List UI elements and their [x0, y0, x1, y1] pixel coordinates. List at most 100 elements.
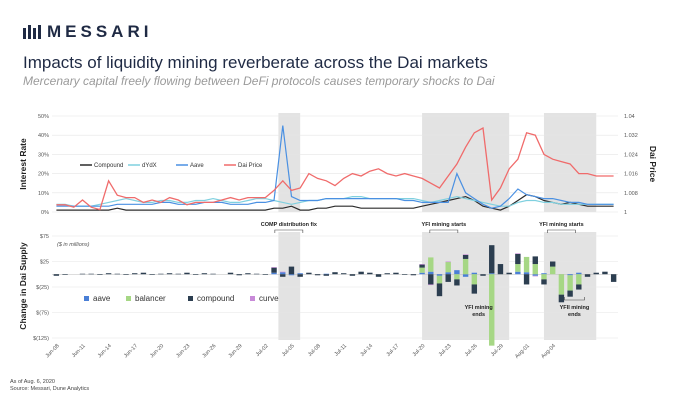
bar-compound: [53, 274, 60, 276]
footnote-source: Source: Messari, Dune Analytics: [10, 386, 90, 392]
legend-swatch-balancer: [126, 296, 131, 301]
shaded-period-bottom-0: [278, 232, 301, 340]
bar-compound: [367, 272, 373, 275]
annotation-label: YFII mining: [560, 305, 590, 311]
footnote-date: As of Aug. 6, 2020: [10, 379, 55, 385]
bar-compound: [471, 284, 478, 294]
bar-compound: [506, 272, 512, 275]
bar-compound: [454, 279, 460, 286]
bar-compound: [123, 274, 129, 275]
annotation-label: ends: [472, 312, 485, 318]
bar-aave: [462, 274, 469, 277]
annotation-label: YFI mining starts: [539, 222, 584, 228]
bar-compound: [105, 273, 112, 275]
bottom-tick-label: $75: [40, 234, 49, 240]
chart-title: Impacts of liquidity mining reverberate …: [23, 53, 488, 72]
bar-compound: [610, 274, 617, 282]
bar-compound: [132, 273, 138, 275]
bar-compound: [192, 274, 199, 275]
bar-balancer: [462, 258, 469, 275]
annotation-bracket: [547, 229, 576, 233]
bar-aave: [489, 273, 495, 275]
legend-label-compound: Compound: [94, 163, 123, 169]
bar-compound: [158, 273, 164, 275]
top-left-tick-label: 30%: [38, 152, 49, 158]
x-tick-label: Jul-05: [281, 343, 296, 358]
top-left-tick-label: 10%: [38, 191, 49, 197]
top-right-tick-label: 1.024: [624, 152, 638, 158]
legend-label-dai-price: Dai Price: [238, 163, 263, 169]
series-line-aave: [56, 125, 614, 209]
top-left-tick-label: 50%: [38, 114, 49, 120]
bar-compound: [445, 274, 451, 282]
bar-aave: [541, 273, 547, 275]
annotation-label: ends: [568, 312, 581, 318]
bar-compound: [271, 267, 277, 273]
bar-compound: [375, 274, 382, 277]
bottom-tick-label: $25: [40, 260, 49, 266]
annotation-bracket: [274, 229, 304, 233]
bottom-y-axis-title: Change in Dai Supply: [18, 242, 28, 330]
bar-balancer: [515, 264, 521, 272]
bar-aave: [532, 274, 538, 276]
top-y-axis-title: Interest Rate: [18, 138, 28, 190]
bar-curve: [532, 275, 538, 277]
legend-swatch-aave: [84, 296, 89, 301]
bar-compound: [349, 274, 356, 276]
bottom-tick-label: $(125): [33, 336, 49, 342]
bar-balancer: [532, 264, 538, 275]
footnote: As of Aug. 6, 2020 Source: Messari, Dune…: [10, 379, 89, 393]
bar-curve: [280, 271, 286, 273]
bar-balancer: [419, 267, 425, 273]
x-tick-label: Jun-29: [227, 343, 243, 359]
messari-logo-icon: [23, 25, 41, 39]
bar-aave: [523, 272, 530, 275]
bar-compound: [401, 274, 408, 275]
chart-subtitle: Mercenary capital freely flowing between…: [23, 74, 495, 88]
x-tick-label: Jun-17: [123, 343, 139, 359]
bar-balancer: [558, 274, 565, 295]
bar-compound: [140, 272, 147, 275]
bar-compound: [245, 273, 251, 275]
x-tick-label: Jul-11: [334, 343, 349, 358]
annotation-bracket: [564, 297, 585, 301]
bar-compound: [549, 261, 556, 267]
bar-compound: [497, 264, 504, 275]
legend-label-aave: aave: [93, 294, 111, 303]
bar-compound: [341, 273, 347, 275]
bar-compound: [593, 272, 599, 275]
bar-curve: [515, 253, 521, 254]
x-tick-label: Jun-26: [201, 343, 217, 359]
annotation-label: YFI mining starts: [422, 222, 467, 228]
bottom-tick-label: $(25): [36, 285, 49, 291]
bar-compound: [288, 266, 295, 275]
bar-compound: [576, 284, 582, 290]
bar-compound: [541, 279, 547, 285]
bar-compound: [480, 274, 486, 276]
bar-aave: [288, 274, 295, 276]
bar-compound: [166, 273, 173, 275]
top-left-tick-label: 0%: [41, 210, 49, 216]
bar-curve: [445, 261, 451, 263]
top-right-tick-label: 1.032: [624, 133, 638, 139]
legend-swatch-compound: [188, 296, 193, 301]
bar-aave: [271, 272, 277, 275]
bar-aave: [515, 271, 521, 275]
bar-compound: [515, 253, 521, 265]
bar-compound: [532, 256, 538, 265]
x-tick-label: Jul-17: [386, 343, 401, 358]
annotation-bracket: [429, 229, 459, 233]
shaded-period-bottom-1: [422, 232, 510, 340]
bar-compound: [114, 273, 121, 275]
bar-compound: [175, 273, 181, 275]
bar-aave: [280, 272, 286, 275]
shaded-period-top-0: [278, 113, 301, 212]
bar-compound: [436, 283, 443, 297]
bar-compound: [62, 274, 68, 275]
bar-compound: [358, 271, 364, 275]
bar-compound: [584, 274, 591, 277]
x-tick-label: Aug-01: [514, 343, 531, 360]
brand-name: MESSARI: [47, 22, 153, 41]
bar-aave: [445, 272, 451, 275]
